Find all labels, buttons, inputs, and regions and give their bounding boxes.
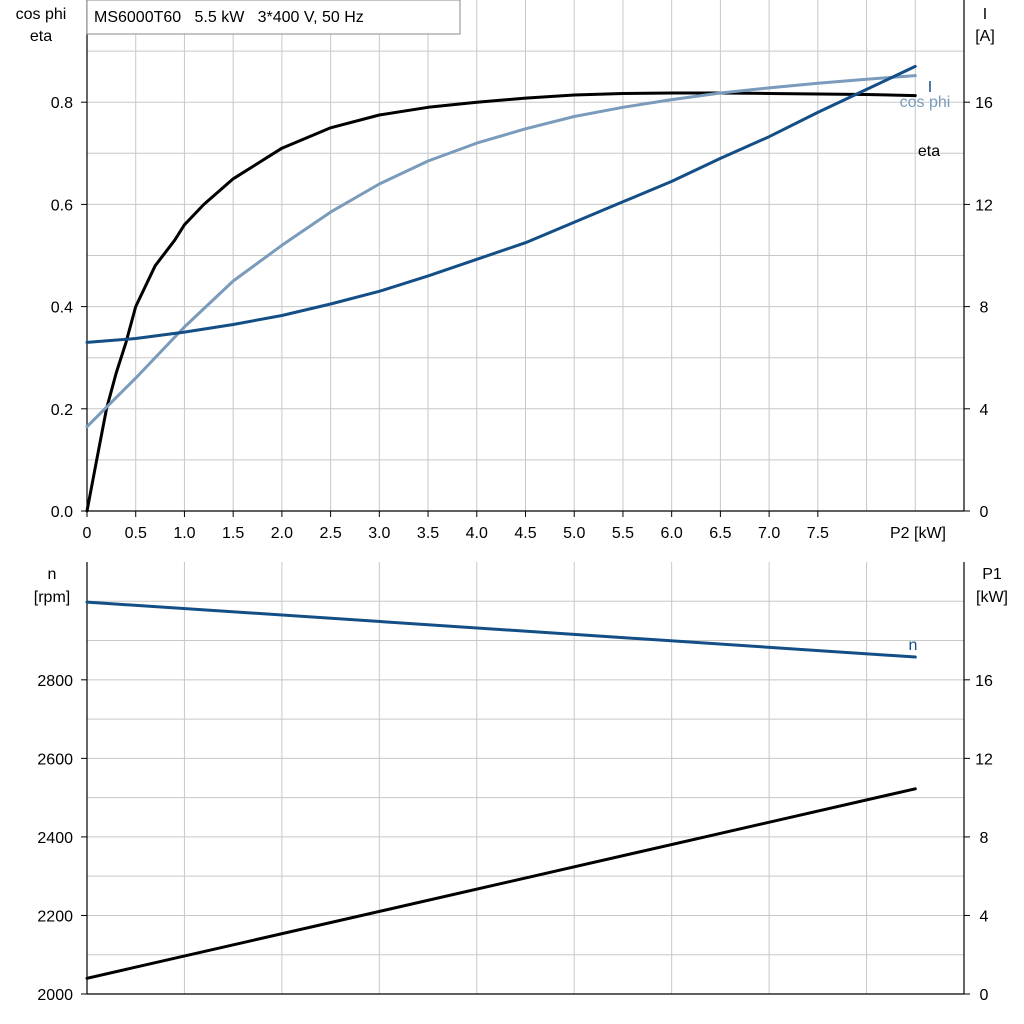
y-left-label-line1: cos phi [16,6,67,23]
series-line-cos-phi [85,74,917,429]
x-tick-label: 7.5 [807,525,829,542]
y-right-tick-label: 12 [975,751,993,768]
x-tick-label: 7.0 [758,525,780,542]
y-left-tick-label: 2600 [37,751,73,768]
x-tick-label: 3.5 [417,525,439,542]
y-right-tick-label: 16 [975,673,993,690]
bottom-frame [86,562,965,995]
y-right-tick-label: 0 [980,987,989,1004]
y-left-tick-label: 2400 [37,830,73,847]
x-tick-label: 6.0 [661,525,683,542]
x-tick-label: 4.5 [514,525,536,542]
x-tick-label: 2.5 [319,525,341,542]
series-label-eta: eta [918,143,940,160]
y-left-tick-label: 0.2 [51,402,73,419]
series-line-i [85,64,917,344]
x-tick-label: 1.5 [222,525,244,542]
y-left-tick-label: 0.6 [51,197,73,214]
series-label-speed: n [909,637,918,654]
x-tick-label: 4.0 [466,525,488,542]
series-label-cos-phi: cos phi [900,94,951,111]
x-tick-label: 5.0 [563,525,585,542]
y-right-label-line2: [kW] [976,589,1008,606]
y-right-label-line1: I [983,6,987,23]
y-right-tick-label: 8 [980,300,989,317]
y-left-tick-label: 0.0 [51,504,73,521]
x-tick-label: 0.5 [125,525,147,542]
y-right-label-line2: [A] [975,28,995,45]
y-left-label-line2: [rpm] [34,589,70,606]
y-left-tick-label: 0.8 [51,95,73,112]
bottom-series [85,600,917,980]
top-grid [87,0,964,511]
x-axis-label: P2 [kW] [890,525,946,542]
bottom-grid [87,562,964,994]
top-ticks: 0.0 0.2 0.4 0.6 0.8 0 4 8 12 16 0 0.5 1.0 1.5 2.0 2.5 3.… [51,95,993,542]
y-right-label-line1: P1 [982,566,1002,583]
y-right-tick-label: 8 [980,830,989,847]
top-series [85,64,917,513]
y-right-tick-label: 12 [975,197,993,214]
y-right-tick-label: 0 [980,504,989,521]
y-left-tick-label: 2200 [37,908,73,925]
x-tick-label: 1.0 [173,525,195,542]
y-left-tick-label: 2000 [37,987,73,1004]
y-left-tick-label: 2800 [37,673,73,690]
y-right-tick-label: 16 [975,95,993,112]
x-tick-label: 0 [83,525,92,542]
efficiency-current-chart: 0.0 0.2 0.4 0.6 0.8 0 4 8 12 16 0 0.5 1.0 1.5 2.0 2.5 3.… [16,0,995,542]
series-label-current: I [928,79,932,96]
y-right-tick-label: 4 [980,908,989,925]
y-left-tick-label: 0.4 [51,300,73,317]
chart-title: MS6000T60 5.5 kW 3*400 V, 50 Hz [94,9,364,26]
series-line-n [85,600,917,659]
bottom-ticks: 2000 2200 2400 2600 2800 0 4 8 12 16 [37,673,993,1004]
x-tick-label: 3.0 [368,525,390,542]
speed-power-chart: 2000 2200 2400 2600 2800 0 4 8 12 16 n [rpm] P1 [… [34,562,1008,1004]
x-tick-label: 2.0 [271,525,293,542]
x-tick-label: 5.5 [612,525,634,542]
x-tick-label: 6.5 [709,525,731,542]
y-right-tick-label: 4 [980,402,989,419]
y-left-label-line2: eta [30,28,52,45]
series-line-p1 [85,787,917,980]
y-left-label-line1: n [48,566,57,583]
title-box [86,0,461,35]
